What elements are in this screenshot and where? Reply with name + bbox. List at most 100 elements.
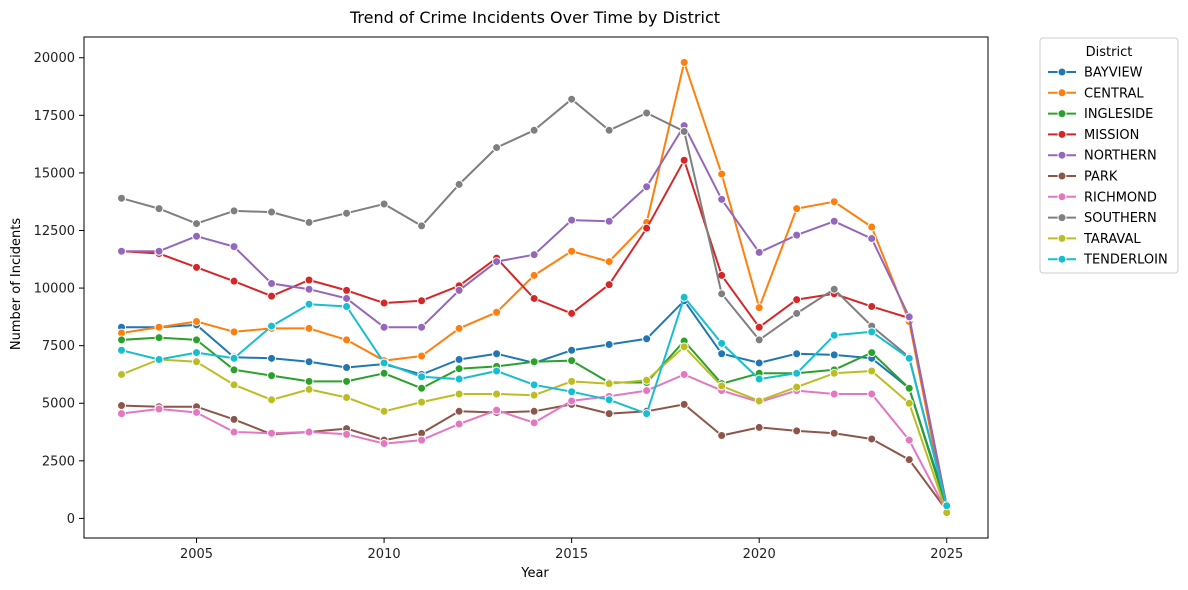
data-point [754,422,764,432]
data-point [529,293,539,303]
series-richmond [117,369,952,517]
data-point [492,143,502,153]
y-tick-label: 0 [67,512,75,527]
data-point [267,428,277,438]
legend-item-taraval: TARAVAL [1048,232,1141,247]
data-point [154,322,164,332]
legend-label: TENDERLOIN [1083,253,1168,268]
data-point [417,322,427,332]
data-point [829,389,839,399]
x-axis: 2005 2010 2015 2020 2025 [180,538,963,562]
plot-area [117,57,952,519]
data-point [342,376,352,386]
data-point [529,250,539,260]
data-point [642,386,652,396]
data-point [304,284,314,294]
data-point [567,376,577,386]
data-point [154,404,164,414]
data-point [342,363,352,373]
y-axis-label: Number of Incidents [9,218,24,350]
legend-item-ingleside: INGLESIDE [1048,107,1153,122]
data-point [192,357,202,367]
data-point [529,380,539,390]
data-point [679,57,689,67]
data-point [604,257,614,267]
data-point [417,296,427,306]
data-point [267,395,277,405]
data-point [117,369,127,379]
data-point [867,302,877,312]
legend-swatch-marker [1057,192,1067,202]
data-point [454,285,464,295]
data-point [342,208,352,218]
data-point [304,384,314,394]
data-point [267,321,277,331]
data-point [792,204,802,214]
data-point [679,369,689,379]
x-tick-label: 2015 [555,547,588,562]
legend-item-bayview: BAYVIEW [1048,66,1143,81]
data-point [717,289,727,299]
data-point [192,231,202,241]
data-point [379,298,389,308]
data-point [154,204,164,214]
y-tick-label: 10000 [34,282,75,297]
data-point [829,284,839,294]
data-point [754,335,764,345]
data-point [454,389,464,399]
data-point [904,353,914,363]
data-point [304,357,314,367]
data-point [792,368,802,378]
data-point [342,392,352,402]
legend-title: District [1086,45,1133,60]
data-point [417,383,427,393]
data-point [342,335,352,345]
data-point [379,199,389,209]
data-point [192,316,202,326]
data-point [267,353,277,363]
data-point [379,439,389,449]
data-point [529,125,539,135]
data-point [417,397,427,407]
data-point [642,182,652,192]
data-point [792,230,802,240]
data-point [679,399,689,409]
data-point [717,194,727,204]
data-point [754,396,764,406]
y-tick-label: 12500 [34,224,75,239]
data-point [604,340,614,350]
legend-label: SOUTHERN [1084,211,1157,226]
data-point [454,374,464,384]
legend-item-park: PARK [1048,170,1118,185]
data-point [604,379,614,389]
data-point [642,334,652,344]
y-tick-label: 15000 [34,166,75,181]
data-point [192,335,202,345]
data-point [492,405,502,415]
legend-swatch-marker [1057,67,1067,77]
data-point [379,406,389,416]
data-point [529,390,539,400]
legend-box [1039,37,1179,274]
data-point [154,333,164,343]
data-point [829,197,839,207]
data-point [792,426,802,436]
x-tick-label: 2010 [368,547,401,562]
data-point [154,246,164,256]
data-point [492,389,502,399]
data-point [567,356,577,366]
data-point [867,434,877,444]
data-point [829,428,839,438]
data-point [267,291,277,301]
data-point [792,382,802,392]
y-tick-label: 17500 [34,109,75,124]
data-point [342,302,352,312]
legend-swatch-marker [1057,233,1067,243]
data-point [117,401,127,411]
data-point [379,358,389,368]
data-point [642,409,652,419]
y-tick-label: 20000 [34,51,75,66]
legend: District BAYVIEW CENTRAL INGLESIDE MISSION N… [1039,37,1179,274]
data-point [567,308,577,318]
legend-swatch-marker [1057,150,1067,160]
